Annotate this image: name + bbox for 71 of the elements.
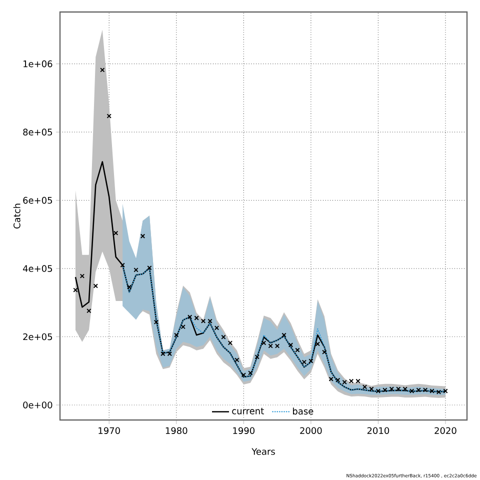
y-tick-label: 0e+00 bbox=[23, 402, 52, 408]
point bbox=[416, 388, 421, 392]
y-tick-label: 6e+05 bbox=[23, 196, 52, 204]
point bbox=[422, 388, 428, 392]
point bbox=[160, 351, 166, 356]
x-tick-label: 1990 bbox=[233, 427, 254, 434]
point bbox=[228, 340, 233, 346]
point bbox=[282, 332, 286, 338]
point bbox=[322, 350, 327, 354]
point bbox=[188, 314, 192, 320]
point bbox=[315, 342, 320, 346]
point bbox=[348, 378, 354, 384]
point bbox=[174, 332, 179, 338]
x-tick-label: 1980 bbox=[166, 427, 188, 434]
point bbox=[86, 308, 92, 314]
point bbox=[154, 320, 159, 324]
legend-label: base bbox=[293, 408, 314, 415]
point bbox=[254, 354, 260, 360]
point bbox=[194, 316, 199, 320]
point bbox=[126, 284, 132, 290]
point bbox=[342, 380, 347, 384]
point bbox=[248, 370, 253, 376]
point bbox=[80, 274, 85, 278]
point bbox=[221, 334, 226, 340]
point bbox=[200, 318, 206, 324]
y-tick-label: 8e+05 bbox=[23, 128, 52, 136]
point bbox=[410, 388, 414, 394]
point bbox=[208, 318, 212, 324]
point bbox=[106, 114, 112, 118]
point bbox=[369, 386, 374, 392]
y-axis-title: Catch bbox=[13, 204, 20, 228]
point bbox=[308, 358, 314, 364]
point bbox=[288, 342, 294, 348]
point bbox=[376, 388, 381, 394]
point bbox=[356, 378, 360, 384]
point bbox=[402, 386, 408, 392]
point bbox=[302, 360, 307, 364]
point bbox=[214, 326, 220, 330]
legend-label: current bbox=[232, 408, 264, 414]
y-tick-label: 1e+06 bbox=[24, 60, 52, 68]
y-tick-label: 2e+05 bbox=[23, 333, 52, 340]
point bbox=[180, 324, 186, 330]
point bbox=[241, 372, 246, 378]
point bbox=[436, 390, 442, 394]
point bbox=[234, 358, 240, 362]
point bbox=[396, 386, 401, 392]
x-tick-label: 2000 bbox=[300, 427, 322, 434]
point bbox=[362, 384, 368, 390]
point bbox=[328, 376, 334, 382]
point bbox=[140, 234, 146, 238]
y-tick-label: 4e+05 bbox=[22, 265, 52, 272]
point bbox=[430, 388, 434, 394]
point bbox=[274, 344, 280, 348]
point bbox=[389, 386, 394, 392]
point bbox=[100, 68, 105, 72]
point bbox=[73, 288, 78, 292]
point bbox=[382, 388, 388, 392]
x-tick-label: 1970 bbox=[98, 427, 120, 434]
point bbox=[336, 378, 340, 382]
x-axis-title: Years bbox=[252, 448, 275, 455]
point bbox=[295, 348, 300, 352]
point bbox=[114, 230, 118, 236]
point bbox=[167, 351, 172, 356]
x-tick-label: 2010 bbox=[367, 427, 390, 434]
point bbox=[268, 344, 273, 348]
point bbox=[120, 262, 125, 268]
point bbox=[262, 340, 266, 346]
x-tick-label: 2020 bbox=[434, 427, 456, 434]
point bbox=[93, 284, 98, 288]
point bbox=[134, 268, 138, 272]
point bbox=[147, 266, 152, 270]
